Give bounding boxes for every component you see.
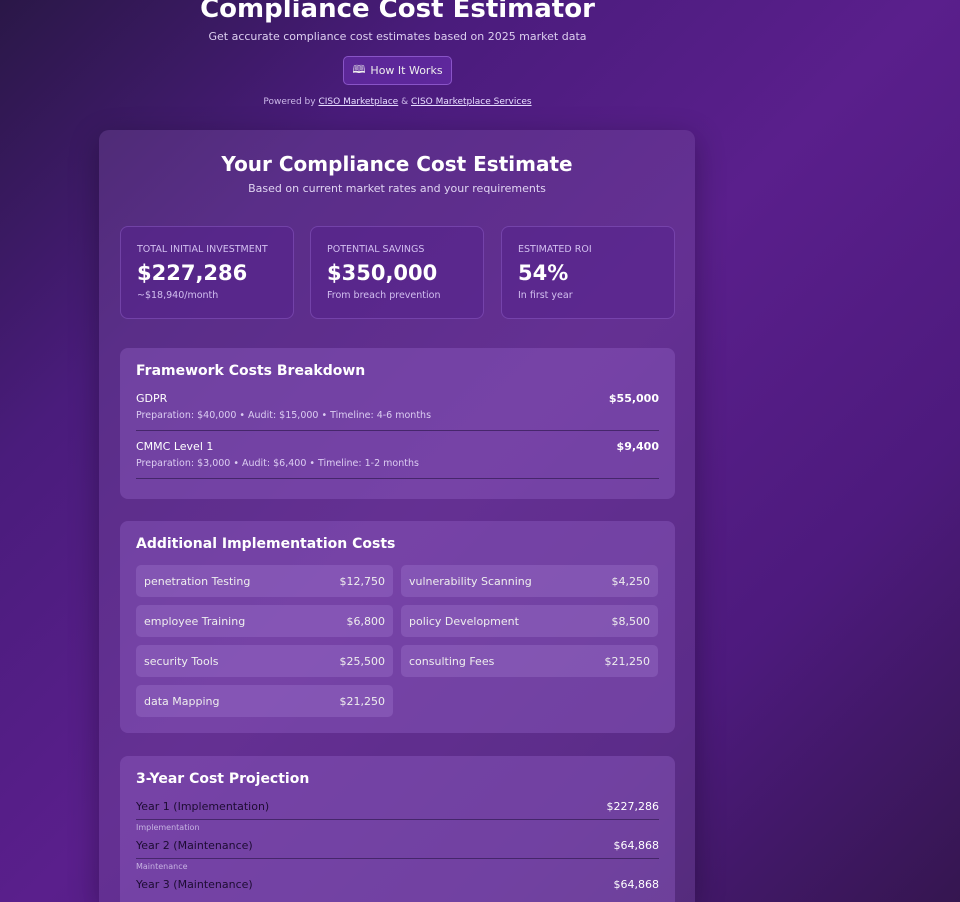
cost-item: employee Training $6,800 <box>136 605 393 637</box>
year-row: Year 1 (Implementation) $227,286 <box>136 800 659 820</box>
year-cost: $64,868 <box>613 878 660 891</box>
cost-item-value: $21,250 <box>339 694 386 708</box>
card-sub: From breach prevention <box>327 290 441 301</box>
card-label: TOTAL INITIAL INVESTMENT <box>137 244 268 255</box>
page-title: Compliance Cost Estimator <box>200 0 595 24</box>
section-title: 3-Year Cost Projection <box>136 771 310 787</box>
cost-item: security Tools $25,500 <box>136 645 393 677</box>
powered-by: Powered by CISO Marketplace & CISO Marke… <box>0 97 795 107</box>
year-label: Year 1 (Implementation) <box>136 800 270 813</box>
card-value: $350,000 <box>327 261 438 285</box>
cost-item-name: policy Development <box>409 614 519 628</box>
additional-costs-section: Additional Implementation Costs penetrat… <box>120 521 675 733</box>
cost-item: policy Development $8,500 <box>401 605 658 637</box>
year-tag: Maintenance <box>136 862 188 871</box>
how-it-works-label: How It Works <box>370 64 443 77</box>
cost-item-value: $6,800 <box>346 614 386 628</box>
section-title: Framework Costs Breakdown <box>136 363 366 379</box>
framework-row: CMMC Level 1 $9,400 Preparation: $3,000 … <box>136 440 659 479</box>
framework-cost: $9,400 <box>616 440 659 453</box>
projection-section: 3-Year Cost Projection Year 1 (Implement… <box>120 756 675 902</box>
framework-cost: $55,000 <box>608 392 659 405</box>
year-row: Year 3 (Maintenance) $64,868 <box>136 878 659 891</box>
page-subtitle: Get accurate compliance cost estimates b… <box>208 30 587 43</box>
estimate-subtitle: Based on current market rates and your r… <box>248 182 546 195</box>
how-it-works-button[interactable]: 🕮 How It Works <box>343 56 452 85</box>
cost-item-name: security Tools <box>144 654 219 668</box>
cost-item-value: $8,500 <box>611 614 651 628</box>
cost-item-value: $12,750 <box>339 574 386 588</box>
estimate-title: Your Compliance Cost Estimate <box>221 152 573 176</box>
ciso-services-link[interactable]: CISO Marketplace Services <box>411 97 532 107</box>
framework-details: Preparation: $40,000 • Audit: $15,000 • … <box>136 410 432 421</box>
year-row: Year 2 (Maintenance) $64,868 <box>136 839 659 859</box>
cost-item: consulting Fees $21,250 <box>401 645 658 677</box>
potential-savings-card: POTENTIAL SAVINGS $350,000 From breach p… <box>310 226 484 319</box>
cost-item-name: penetration Testing <box>144 574 251 588</box>
estimated-roi-card: ESTIMATED ROI 54% In first year <box>501 226 675 319</box>
framework-row: GDPR $55,000 Preparation: $40,000 • Audi… <box>136 392 659 431</box>
powered-prefix: Powered by <box>263 97 316 107</box>
section-title: Additional Implementation Costs <box>136 536 396 552</box>
framework-costs-section: Framework Costs Breakdown GDPR $55,000 P… <box>120 348 675 499</box>
framework-name: GDPR <box>136 392 168 405</box>
cost-item-value: $21,250 <box>604 654 651 668</box>
cost-item-name: data Mapping <box>144 694 220 708</box>
card-label: ESTIMATED ROI <box>518 244 592 255</box>
year-label: Year 3 (Maintenance) <box>136 878 253 891</box>
cost-item-name: vulnerability Scanning <box>409 574 532 588</box>
year-cost: $227,286 <box>606 800 660 813</box>
ciso-marketplace-link[interactable]: CISO Marketplace <box>318 97 399 107</box>
estimate-panel: Your Compliance Cost Estimate Based on c… <box>99 130 695 902</box>
total-investment-card: TOTAL INITIAL INVESTMENT $227,286 ~$18,9… <box>120 226 294 319</box>
ampersand: & <box>401 97 409 107</box>
cost-item: penetration Testing $12,750 <box>136 565 393 597</box>
card-label: POTENTIAL SAVINGS <box>327 244 425 255</box>
cost-item-name: employee Training <box>144 614 246 628</box>
framework-details: Preparation: $3,000 • Audit: $6,400 • Ti… <box>136 458 419 469</box>
framework-name: CMMC Level 1 <box>136 440 214 453</box>
card-value: 54% <box>518 261 569 285</box>
cost-item-name: consulting Fees <box>409 654 495 668</box>
card-sub: In first year <box>518 290 573 301</box>
year-cost: $64,868 <box>613 839 660 852</box>
year-tag: Implementation <box>136 823 200 832</box>
cost-item: data Mapping $21,250 <box>136 685 393 717</box>
book-icon: 🕮 <box>352 63 366 76</box>
cost-item-value: $4,250 <box>611 574 651 588</box>
card-sub: ~$18,940/month <box>137 290 219 301</box>
cost-item-value: $25,500 <box>339 654 386 668</box>
card-value: $227,286 <box>137 261 248 285</box>
cost-item: vulnerability Scanning $4,250 <box>401 565 658 597</box>
year-label: Year 2 (Maintenance) <box>136 839 253 852</box>
